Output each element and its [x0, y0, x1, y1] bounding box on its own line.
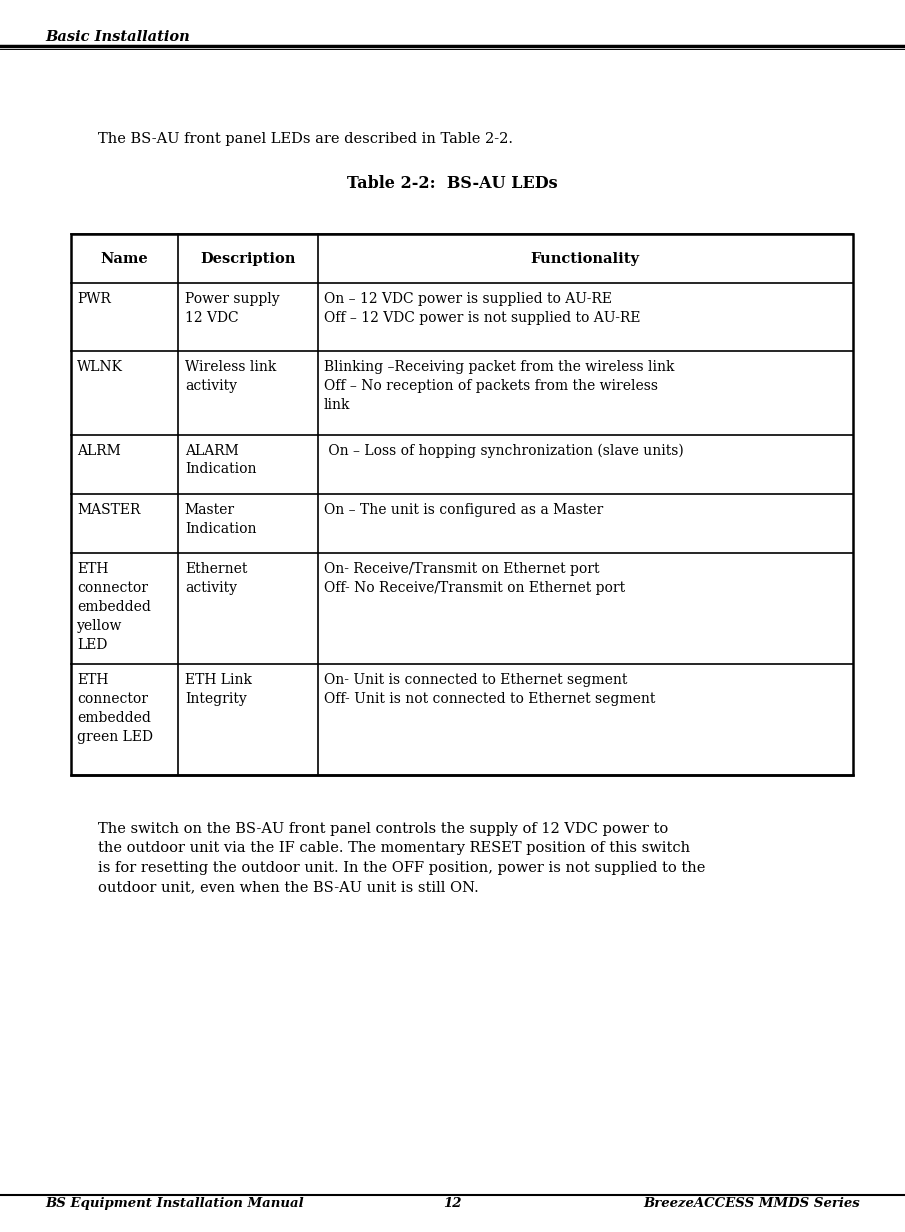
Text: Description: Description: [200, 251, 296, 266]
Text: PWR: PWR: [77, 292, 110, 306]
Text: ETH Link
Integrity: ETH Link Integrity: [185, 673, 252, 706]
Text: On – The unit is configured as a Master: On – The unit is configured as a Master: [324, 503, 604, 516]
Text: The switch on the BS-AU front panel controls the supply of 12 VDC power to
the o: The switch on the BS-AU front panel cont…: [98, 822, 705, 894]
Text: The BS-AU front panel LEDs are described in Table 2-2.: The BS-AU front panel LEDs are described…: [98, 132, 513, 145]
Text: Basic Installation: Basic Installation: [45, 30, 190, 43]
Bar: [71, 234, 853, 775]
Text: Blinking –Receiving packet from the wireless link
Off – No reception of packets : Blinking –Receiving packet from the wire…: [324, 360, 674, 411]
Text: Functionality: Functionality: [530, 251, 640, 266]
Text: On- Receive/Transmit on Ethernet port
Off- No Receive/Transmit on Ethernet port: On- Receive/Transmit on Ethernet port Of…: [324, 562, 625, 595]
Text: ETH
connector
embedded
green LED: ETH connector embedded green LED: [77, 673, 153, 744]
Text: Wireless link
activity: Wireless link activity: [185, 360, 276, 393]
Text: On – 12 VDC power is supplied to AU-RE
Off – 12 VDC power is not supplied to AU-: On – 12 VDC power is supplied to AU-RE O…: [324, 292, 641, 325]
Text: ALARM
Indication: ALARM Indication: [185, 444, 256, 477]
Text: 12: 12: [443, 1196, 462, 1210]
Text: MASTER: MASTER: [77, 503, 140, 516]
Text: Ethernet
activity: Ethernet activity: [185, 562, 247, 595]
Text: Table 2-2:  BS-AU LEDs: Table 2-2: BS-AU LEDs: [348, 175, 557, 192]
Text: On – Loss of hopping synchronization (slave units): On – Loss of hopping synchronization (sl…: [324, 444, 684, 458]
Text: WLNK: WLNK: [77, 360, 123, 373]
Text: Name: Name: [100, 251, 148, 266]
Text: Power supply
12 VDC: Power supply 12 VDC: [185, 292, 280, 325]
Text: Master
Indication: Master Indication: [185, 503, 256, 536]
Text: ETH
connector
embedded
yellow
LED: ETH connector embedded yellow LED: [77, 562, 151, 652]
Text: On- Unit is connected to Ethernet segment
Off- Unit is not connected to Ethernet: On- Unit is connected to Ethernet segmen…: [324, 673, 655, 706]
Text: BS Equipment Installation Manual: BS Equipment Installation Manual: [45, 1196, 304, 1210]
Text: ALRM: ALRM: [77, 444, 120, 457]
Text: BreezeACCESS MMDS Series: BreezeACCESS MMDS Series: [643, 1196, 860, 1210]
